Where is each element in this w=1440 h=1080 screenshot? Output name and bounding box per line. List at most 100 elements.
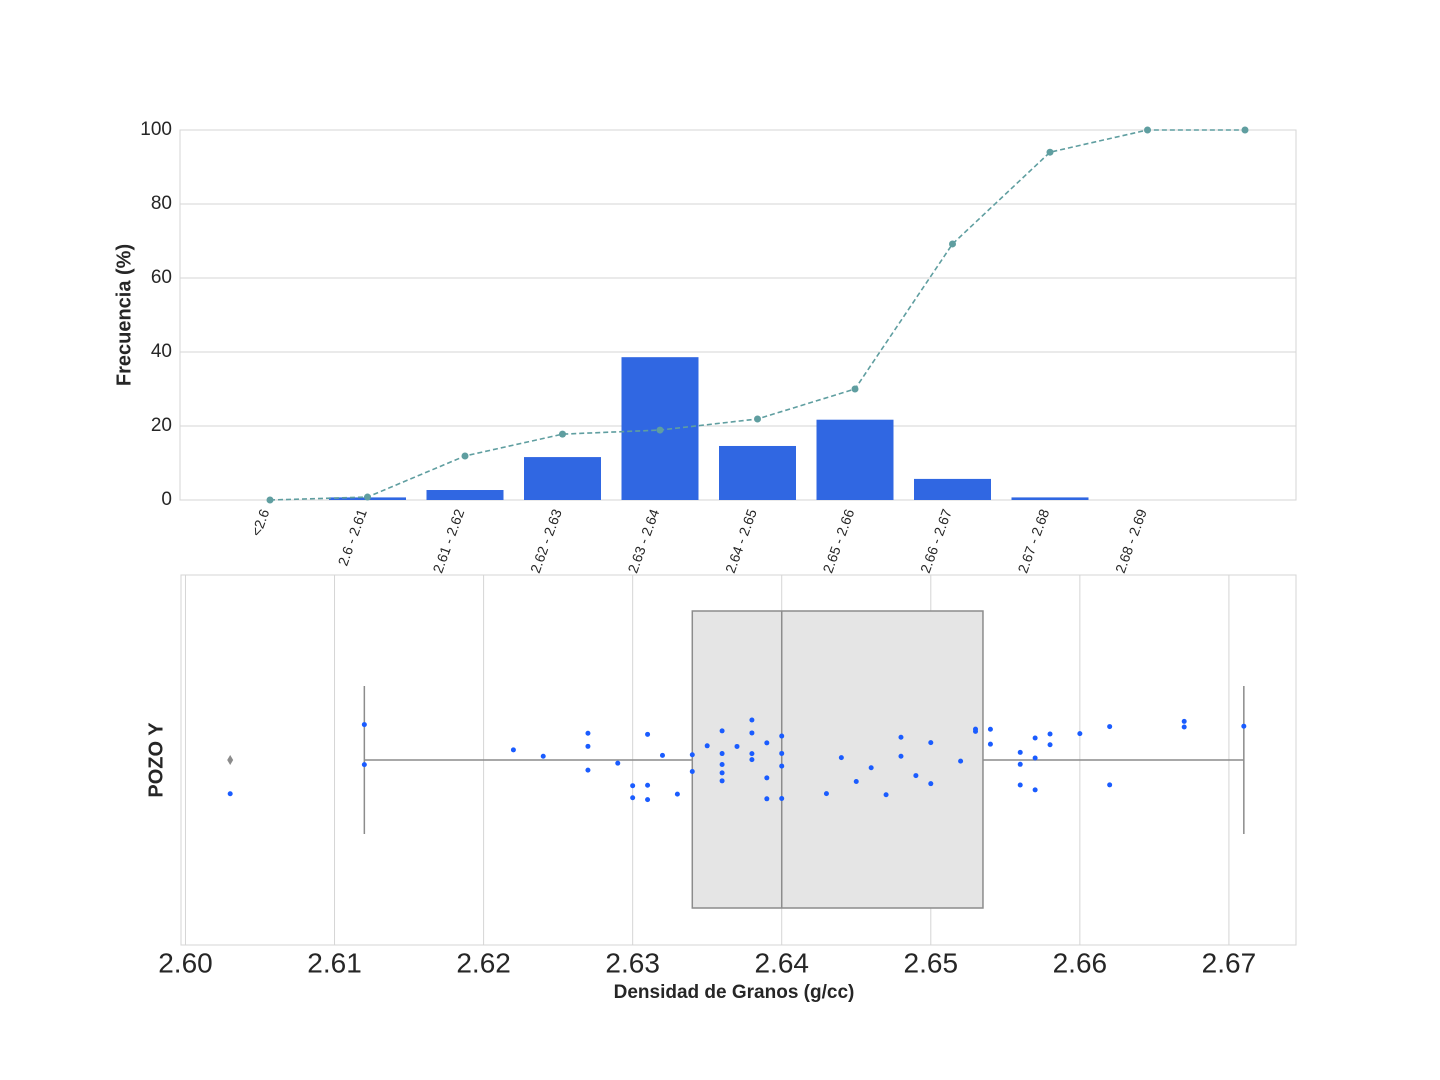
data-point bbox=[958, 758, 964, 764]
cumulative-point bbox=[851, 385, 859, 393]
y-tick-label: 80 bbox=[151, 193, 172, 214]
data-point bbox=[615, 760, 621, 766]
data-point bbox=[913, 773, 919, 779]
cumulative-point bbox=[949, 240, 956, 248]
data-point bbox=[764, 796, 770, 802]
y-axis-label: POZO Y bbox=[145, 722, 167, 798]
y-tick-label: 20 bbox=[151, 415, 172, 436]
data-point bbox=[898, 753, 904, 759]
data-point bbox=[1181, 718, 1187, 724]
y-tick-label: 40 bbox=[151, 341, 172, 362]
x-tick-label: 2.64 bbox=[754, 947, 809, 978]
cumulative-point bbox=[1144, 126, 1151, 134]
data-point bbox=[1017, 749, 1023, 755]
data-point bbox=[719, 761, 725, 767]
x-tick-label: 2.61 bbox=[307, 947, 362, 978]
cumulative-point bbox=[754, 415, 761, 423]
data-point bbox=[868, 765, 874, 771]
data-point bbox=[659, 752, 665, 758]
data-point bbox=[689, 769, 695, 775]
cumulative-point bbox=[461, 452, 469, 460]
data-point bbox=[973, 726, 979, 732]
bar bbox=[719, 445, 796, 500]
x-tick-label: 2.66 bbox=[1053, 947, 1108, 978]
data-point bbox=[1181, 724, 1187, 730]
y-tick-label: 0 bbox=[161, 489, 172, 510]
data-point bbox=[749, 751, 755, 757]
data-point bbox=[645, 797, 651, 803]
data-point bbox=[227, 791, 233, 797]
data-point bbox=[361, 762, 367, 768]
bar bbox=[1011, 497, 1089, 500]
data-point bbox=[823, 791, 829, 797]
data-point bbox=[1032, 735, 1038, 741]
data-point bbox=[719, 778, 725, 784]
outlier bbox=[227, 755, 234, 765]
data-point bbox=[630, 795, 636, 801]
data-point bbox=[853, 778, 859, 784]
data-point bbox=[645, 782, 651, 788]
data-point bbox=[749, 717, 755, 723]
data-point bbox=[764, 740, 770, 746]
data-point bbox=[898, 734, 904, 740]
data-point bbox=[749, 757, 755, 763]
data-point bbox=[779, 733, 785, 739]
data-point bbox=[1017, 761, 1023, 767]
y-tick-label: 100 bbox=[140, 119, 172, 140]
data-point bbox=[645, 731, 651, 737]
data-point bbox=[1032, 787, 1038, 793]
bar bbox=[914, 478, 991, 500]
plot-frame bbox=[180, 574, 1297, 946]
data-point bbox=[689, 752, 695, 758]
data-point bbox=[585, 767, 591, 773]
data-point bbox=[749, 730, 755, 736]
cumulative-point bbox=[364, 493, 371, 501]
data-point bbox=[630, 783, 636, 789]
data-point bbox=[585, 730, 591, 736]
data-point bbox=[928, 781, 934, 787]
cumulative-point bbox=[1046, 148, 1054, 156]
data-point bbox=[928, 740, 934, 746]
data-point bbox=[1107, 724, 1113, 730]
data-point bbox=[764, 775, 770, 781]
bar bbox=[524, 457, 601, 500]
y-tick-label: 60 bbox=[151, 267, 172, 288]
data-point bbox=[1047, 731, 1053, 737]
data-point bbox=[779, 763, 785, 769]
x-tick-label: 2.67 bbox=[1202, 947, 1257, 978]
x-tick-label: 2.60 bbox=[158, 947, 213, 978]
data-point bbox=[1077, 731, 1083, 737]
x-tick-label: 2.65 bbox=[904, 947, 959, 978]
data-point bbox=[510, 747, 516, 753]
data-point bbox=[361, 722, 367, 728]
box bbox=[691, 610, 984, 909]
data-point bbox=[585, 743, 591, 749]
x-tick-label: 2.63 bbox=[605, 947, 660, 978]
data-point bbox=[1017, 782, 1023, 788]
cumulative-point bbox=[559, 430, 566, 438]
cumulative-point bbox=[266, 496, 274, 504]
bar bbox=[816, 419, 894, 500]
data-point bbox=[987, 726, 993, 732]
data-point bbox=[719, 728, 725, 734]
data-point bbox=[540, 753, 546, 759]
x-axis-label: Densidad de Granos (g/cc) bbox=[614, 982, 855, 1003]
data-point bbox=[719, 770, 725, 776]
data-point bbox=[1047, 742, 1053, 748]
data-point bbox=[883, 792, 889, 798]
y-axis-label: Frecuencia (%) bbox=[113, 244, 135, 386]
bar bbox=[426, 490, 504, 500]
data-point bbox=[1032, 755, 1038, 761]
x-tick-label: 2.62 bbox=[456, 947, 511, 978]
data-point bbox=[838, 755, 844, 761]
data-point bbox=[779, 750, 785, 756]
data-point bbox=[704, 743, 710, 749]
data-point bbox=[779, 796, 785, 802]
data-point bbox=[719, 751, 725, 757]
cumulative-point bbox=[1241, 126, 1249, 134]
data-point bbox=[1107, 782, 1113, 788]
cumulative-point bbox=[656, 426, 664, 434]
data-point bbox=[1241, 723, 1247, 729]
